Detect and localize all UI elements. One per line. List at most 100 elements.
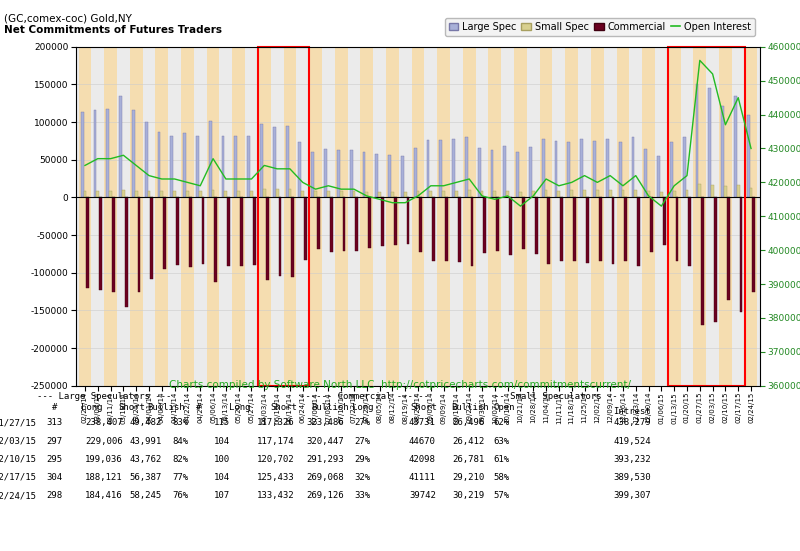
Text: -- Small Speculators --: -- Small Speculators -- <box>494 392 618 402</box>
Bar <box>662 197 666 245</box>
Text: 269,068: 269,068 <box>306 473 345 482</box>
Bar <box>514 47 527 386</box>
Bar <box>96 191 99 197</box>
Legend: Large Spec, Small Spec, Commercial, Open Interest: Large Spec, Small Spec, Commercial, Open… <box>445 18 755 36</box>
Bar <box>327 191 330 197</box>
Text: 26,781: 26,781 <box>452 455 484 464</box>
Bar <box>362 152 366 197</box>
Bar <box>330 197 333 252</box>
Bar <box>657 156 660 197</box>
Bar <box>214 197 218 282</box>
Bar <box>289 189 291 197</box>
Text: Charts compiled by Software North LLC  http://cotpricecharts.com/commitmentscurr: Charts compiled by Software North LLC ht… <box>169 380 631 391</box>
Bar <box>317 197 320 249</box>
Text: 229,006: 229,006 <box>85 436 123 446</box>
Bar <box>212 190 214 197</box>
Bar <box>258 47 309 386</box>
Bar <box>711 185 714 197</box>
Bar <box>468 190 470 197</box>
Bar <box>414 149 417 197</box>
Bar <box>386 47 398 386</box>
Text: #: # <box>52 403 57 413</box>
Bar <box>104 47 117 386</box>
Bar <box>417 191 419 197</box>
Bar <box>258 47 270 386</box>
Bar <box>83 191 86 197</box>
Bar <box>81 112 83 197</box>
Text: 44670: 44670 <box>409 436 436 446</box>
Bar <box>253 197 256 265</box>
Bar <box>593 141 596 197</box>
Bar <box>567 142 570 197</box>
Bar <box>617 47 630 386</box>
Bar <box>609 190 611 197</box>
Bar <box>534 197 538 254</box>
Bar <box>202 197 205 264</box>
Bar <box>291 197 294 277</box>
Bar <box>401 156 404 197</box>
Bar <box>727 197 730 300</box>
Bar <box>494 191 496 197</box>
Text: 83%: 83% <box>172 418 188 428</box>
Bar <box>94 110 96 197</box>
Text: 304: 304 <box>46 473 62 482</box>
Bar <box>304 197 307 260</box>
Text: 58%: 58% <box>494 473 510 482</box>
Bar <box>675 197 678 261</box>
Text: 30,219: 30,219 <box>452 491 484 500</box>
Bar <box>158 132 161 197</box>
Bar <box>596 190 598 197</box>
Bar <box>668 47 681 386</box>
Bar <box>714 197 717 322</box>
Bar <box>695 84 698 197</box>
Text: 323,486: 323,486 <box>306 418 345 428</box>
Text: 02/03/15: 02/03/15 <box>0 436 36 446</box>
Bar <box>566 47 578 386</box>
Bar <box>161 191 163 197</box>
Text: 33%: 33% <box>354 491 370 500</box>
Bar <box>106 109 109 197</box>
Bar <box>637 197 640 266</box>
Text: 26,412: 26,412 <box>452 436 484 446</box>
Text: Short: Short <box>270 403 298 413</box>
Bar <box>368 197 371 248</box>
Text: 199,036: 199,036 <box>85 455 123 464</box>
Bar <box>445 197 448 261</box>
Bar <box>189 197 192 267</box>
Bar <box>688 197 691 266</box>
Bar <box>419 197 422 252</box>
Bar <box>360 47 373 386</box>
Bar <box>560 197 563 261</box>
Bar <box>298 143 302 197</box>
Bar <box>554 141 558 197</box>
Bar <box>490 150 494 197</box>
Bar <box>309 47 322 386</box>
Text: 39742: 39742 <box>409 491 436 500</box>
Text: 27%: 27% <box>354 436 370 446</box>
Bar <box>174 191 176 197</box>
Bar <box>286 126 289 197</box>
Text: 419,524: 419,524 <box>613 436 651 446</box>
Bar <box>458 197 461 262</box>
Text: 27%: 27% <box>354 418 370 428</box>
Bar <box>250 191 253 197</box>
Text: Short: Short <box>410 403 438 413</box>
Text: 389,530: 389,530 <box>613 473 651 482</box>
Bar <box>155 47 168 386</box>
Text: 26,496: 26,496 <box>452 418 484 428</box>
Bar <box>240 197 243 266</box>
Text: Long: Long <box>230 403 250 413</box>
Bar <box>266 197 269 279</box>
Bar <box>391 192 394 197</box>
Bar <box>206 47 219 386</box>
Bar <box>650 197 653 252</box>
Bar <box>478 149 481 197</box>
Bar <box>225 191 227 197</box>
Bar <box>532 191 534 197</box>
Bar <box>260 123 263 197</box>
Bar <box>489 47 502 386</box>
Bar <box>481 191 483 197</box>
Text: 56,387: 56,387 <box>130 473 162 482</box>
Text: 104: 104 <box>214 473 230 482</box>
Bar <box>631 137 634 197</box>
